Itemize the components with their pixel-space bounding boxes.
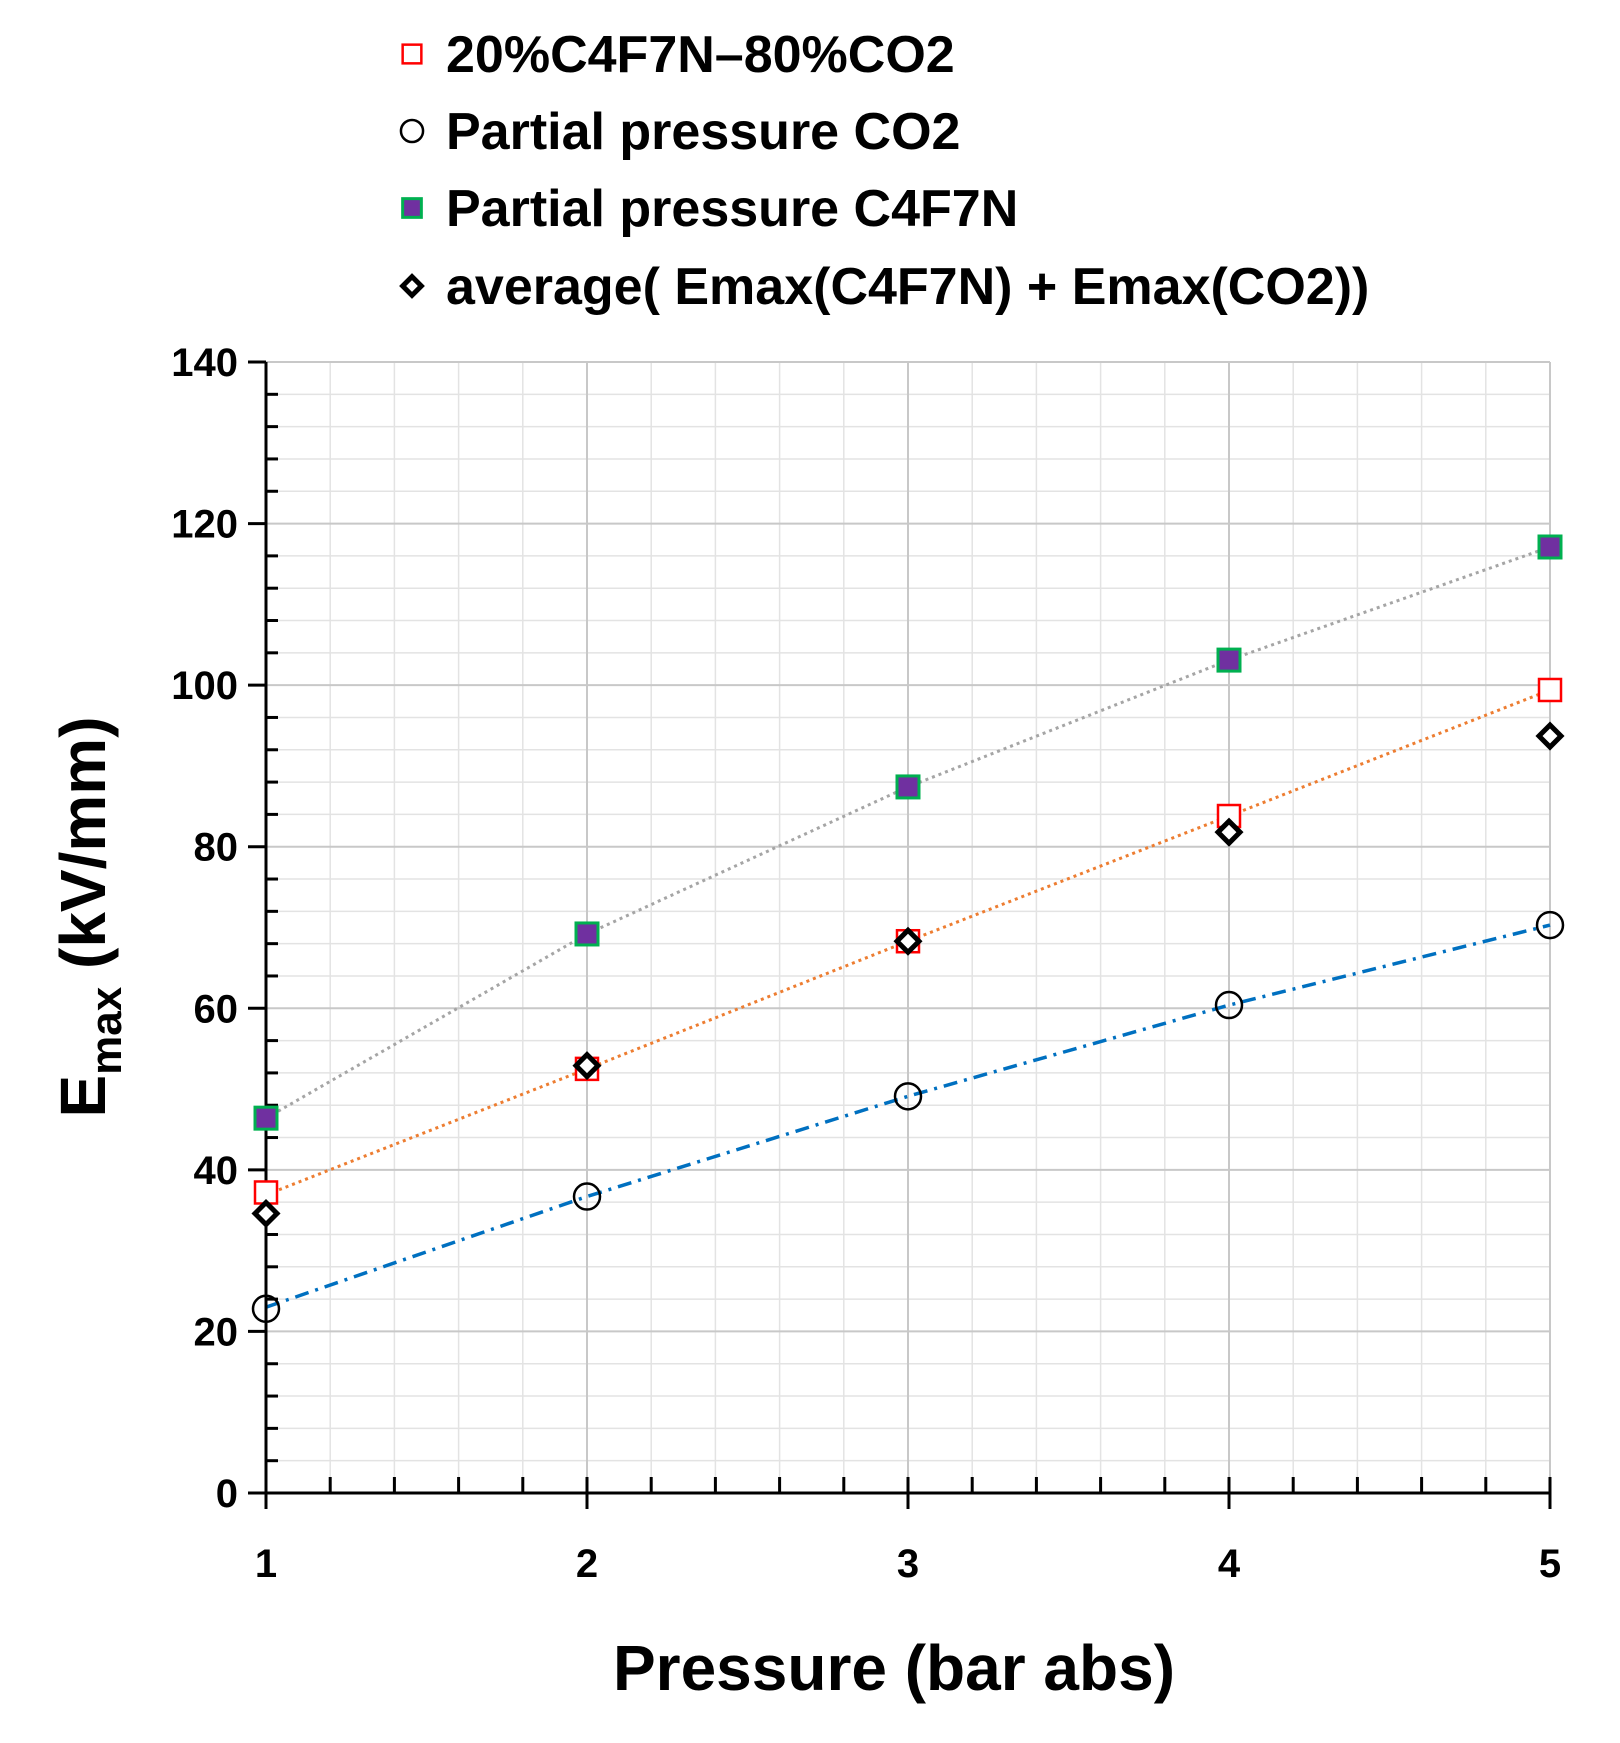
y-tick-label: 100 xyxy=(171,664,238,708)
y-tick-label: 80 xyxy=(194,826,239,870)
y-axis-title-unit: (kV/mm) xyxy=(47,716,119,986)
data-point-series-2 xyxy=(572,1182,602,1211)
markers xyxy=(251,534,1565,1324)
data-point-series-2 xyxy=(1535,910,1565,940)
y-tick-label: 40 xyxy=(194,1149,239,1193)
x-tick-label: 1 xyxy=(255,1542,277,1586)
legend-marker-3 xyxy=(401,197,423,219)
data-point-series-4 xyxy=(893,926,923,956)
trendline xyxy=(265,688,1551,1197)
data-point-series-2 xyxy=(1214,990,1244,1020)
legend: 20%C4F7N–80%CO2 Partial pressure CO2 Parti… xyxy=(399,26,1369,316)
data-point-series-2 xyxy=(251,1294,281,1324)
data-point-series-4 xyxy=(572,1051,602,1081)
data-point-series-3 xyxy=(895,774,921,800)
y-axis-title-sub: max xyxy=(82,986,131,1075)
data-point-series-3 xyxy=(1537,534,1563,560)
legend-label-3: Partial pressure C4F7N xyxy=(446,180,1018,238)
x-axis-title: Pressure (bar abs) xyxy=(613,1632,1175,1704)
data-point-series-2 xyxy=(893,1082,923,1111)
legend-label-4: average( Emax(C4F7N) + Emax(CO2)) xyxy=(446,258,1369,316)
x-tick-label: 4 xyxy=(1218,1542,1241,1586)
data-point-series-3 xyxy=(253,1105,279,1131)
data-point-series-3 xyxy=(1216,647,1242,673)
axes: 0 20 40 60 80 100 120 140 1 2 3 4 5 xyxy=(171,341,1561,1586)
y-tick-label: 120 xyxy=(171,503,238,547)
y-axis-title: Emax (kV/mm) xyxy=(47,716,131,1117)
data-point-series-4 xyxy=(1535,721,1565,751)
legend-label-1: 20%C4F7N–80%CO2 xyxy=(446,26,955,84)
y-tick-label: 0 xyxy=(216,1472,238,1516)
trendline xyxy=(265,923,1551,1309)
legend-marker-1 xyxy=(401,43,423,65)
x-tick-label: 3 xyxy=(897,1542,919,1586)
x-tick-label: 2 xyxy=(576,1542,598,1586)
grid xyxy=(265,361,1551,1494)
data-point-series-3 xyxy=(574,921,600,947)
data-point-series-1 xyxy=(1537,677,1563,703)
legend-marker-2 xyxy=(399,118,425,144)
legend-label-2: Partial pressure CO2 xyxy=(446,103,960,161)
y-tick-label: 140 xyxy=(171,341,238,385)
y-tick-label: 60 xyxy=(194,987,239,1031)
y-tick-label: 20 xyxy=(194,1310,239,1354)
data-point-series-4 xyxy=(251,1198,281,1229)
legend-marker-4 xyxy=(399,273,425,299)
data-point-series-4 xyxy=(1214,817,1244,847)
x-tick-label: 5 xyxy=(1539,1542,1561,1586)
y-axis-title-main: E xyxy=(47,1075,119,1118)
